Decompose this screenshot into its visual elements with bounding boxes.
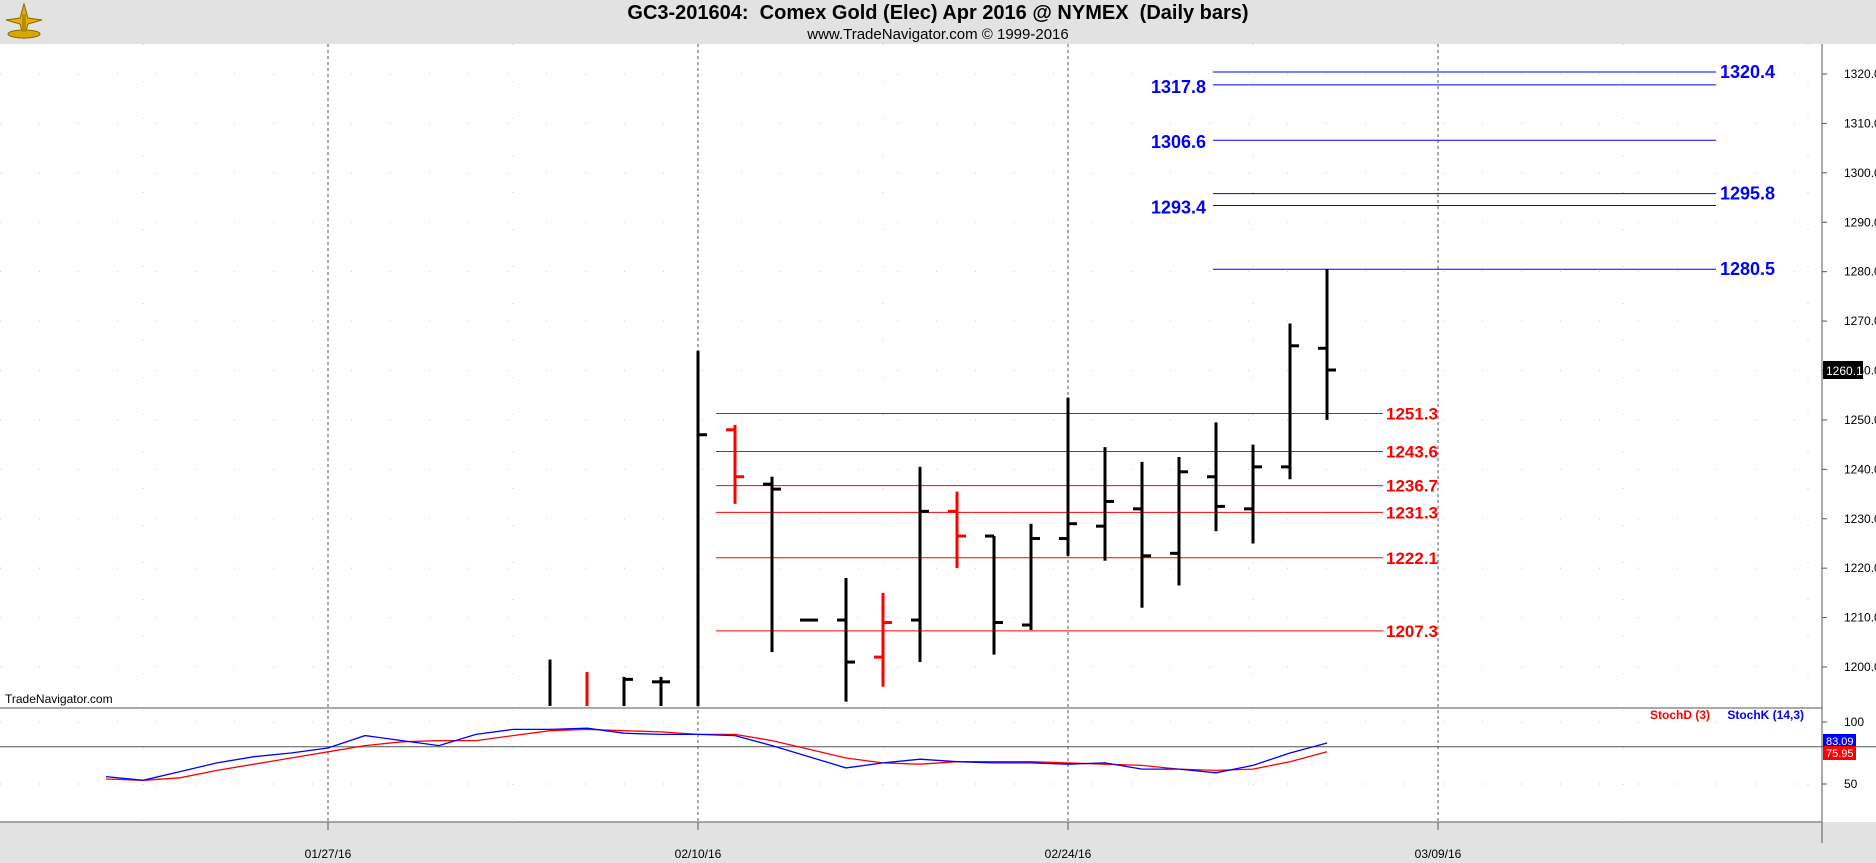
price-tick-label: 1310.0: [1844, 116, 1876, 130]
date-tick-label: 03/09/16: [1415, 847, 1462, 861]
price-tick-label: 1290.0: [1844, 215, 1876, 229]
price-tick-label: 1230.0: [1844, 512, 1876, 526]
support-label: 1251.3: [1386, 404, 1438, 423]
price-tick-label: 1320.0: [1844, 67, 1876, 81]
ohlc-bar: [911, 466, 929, 663]
chart-axes: 1200.0 1210.0 1220.0 1230.0 1240.0 1250.0 1260…: [305, 67, 1876, 861]
ohlc-bar: [837, 578, 855, 702]
stoch-tick-label: 100: [1844, 715, 1864, 729]
price-tick-label: 1240.0: [1844, 462, 1876, 476]
ohlc-bar: [726, 424, 744, 504]
ohlc-bar: [1207, 422, 1225, 532]
resistance-label: 1293.4: [1151, 197, 1206, 217]
stoch-k-value: 83.09: [1826, 736, 1854, 748]
ohlc-bars: [548, 269, 1336, 706]
stoch-legend-k: StochK (14,3): [1727, 708, 1804, 722]
last-price-box: [1823, 361, 1863, 380]
ohlc-bar: [1244, 444, 1262, 544]
price-tick-label: 1250.0: [1844, 413, 1876, 427]
chart-title: GC3-201604: Comex Gold (Elec) Apr 2016 @…: [627, 2, 1249, 24]
ohlc-bar: [622, 676, 633, 706]
ohlc-bar: [948, 491, 966, 569]
chart-header: GC3-201604: Comex Gold (Elec) Apr 2016 @…: [0, 0, 1876, 44]
chart-grid: [0, 44, 1876, 863]
stoch-legend-d: StochD (3): [1650, 708, 1710, 722]
date-tick-label: 01/27/16: [305, 847, 352, 861]
resistance-label: 1280.5: [1720, 259, 1775, 279]
ohlc-bar: [985, 534, 1003, 655]
stoch-line-k: [105, 727, 1328, 781]
ohlc-bar: [652, 676, 670, 706]
stochastic-panel: StochD (3) StochK (14,3): [0, 708, 1876, 785]
date-tick-label: 02/10/16: [675, 847, 722, 861]
price-axis-background: [1822, 44, 1876, 822]
stoch-tick-label: 50: [1844, 777, 1858, 791]
price-tick-label: 1210.0: [1844, 611, 1876, 625]
ohlc-bar: [1059, 397, 1077, 556]
chart-subtitle: www.TradeNavigator.com © 1999-2016: [807, 26, 1069, 43]
stoch-line-d: [105, 728, 1328, 781]
resistance-label: 1317.8: [1151, 77, 1206, 97]
ohlc-bar: [874, 592, 892, 687]
ohlc-bar: [1022, 523, 1040, 630]
resistance-label: 1320.4: [1720, 62, 1775, 82]
ohlc-bar: [1170, 456, 1188, 586]
support-label: 1231.3: [1386, 503, 1438, 522]
ohlc-bar: [1133, 461, 1151, 608]
resistance-label: 1306.6: [1151, 132, 1206, 152]
date-tick-label: 02/24/16: [1045, 847, 1092, 861]
date-axis-background: [0, 822, 1876, 863]
trade-navigator-logo-icon: [4, 2, 44, 42]
ohlc-bar: [763, 476, 781, 653]
price-tick-label: 1300.0: [1844, 166, 1876, 180]
stoch-d-value: 75.95: [1826, 748, 1854, 760]
price-tick-label: 1220.0: [1844, 561, 1876, 575]
price-tick-label: 1200.0: [1844, 660, 1876, 674]
ohlc-bar: [1281, 323, 1299, 480]
ohlc-bar: [696, 350, 707, 706]
price-tick-label: 1270.0: [1844, 314, 1876, 328]
ohlc-bar: [1096, 447, 1114, 561]
resistance-label: 1295.8: [1720, 184, 1775, 204]
stoch-k-value-box: [1823, 734, 1856, 748]
ohlc-bar: [1318, 269, 1336, 420]
support-label: 1222.1: [1386, 549, 1438, 568]
support-label: 1236.7: [1386, 477, 1438, 496]
price-levels: 1320.4 1317.8 1306.6 1295.8 1293.4 1280.5 1251…: [716, 62, 1775, 641]
support-label: 1243.6: [1386, 443, 1438, 462]
support-label: 1207.3: [1386, 622, 1438, 641]
stoch-d-value-box: [1823, 746, 1856, 760]
last-price-label: 1260.1: [1826, 364, 1863, 378]
watermark-text: TradeNavigator.com: [5, 692, 113, 706]
price-tick-label: 1280.0: [1844, 265, 1876, 279]
